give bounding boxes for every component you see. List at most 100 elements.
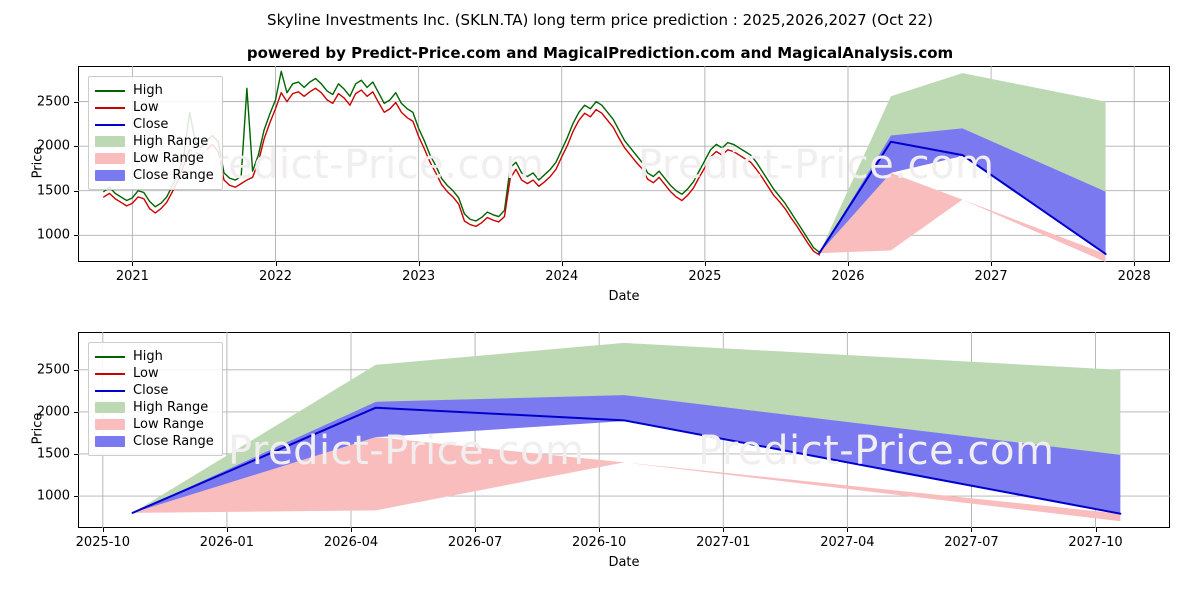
x-axis-tick-mark [704, 262, 706, 266]
y-axis-tick-mark [74, 235, 78, 237]
y-axis-title: Price [30, 412, 46, 445]
page-subtitle: powered by Predict-Price.com and Magical… [246, 44, 954, 62]
x-axis-tick-label: 2026-01 [199, 535, 255, 550]
legend-line-swatch [95, 355, 125, 358]
legend-line-swatch [95, 106, 125, 109]
y-axis-tick-label: 2000 [36, 138, 70, 154]
low-series-line [103, 87, 821, 256]
x-axis-tick-mark [1134, 262, 1136, 266]
x-axis-tick-mark [418, 262, 420, 266]
legend-patch-swatch [95, 419, 125, 430]
y-axis-tick-label: 2000 [36, 404, 70, 420]
y-axis-tick-mark [74, 411, 78, 413]
legend-patch-swatch [95, 136, 125, 147]
x-axis-tick-mark [132, 262, 134, 266]
y-axis-tick-label: 1000 [36, 488, 70, 504]
x-axis-tick-mark [971, 528, 973, 532]
x-axis-tick-mark [475, 528, 477, 532]
legend-line-swatch [95, 389, 125, 392]
x-axis-tick-mark [991, 262, 993, 266]
legend-item-low-range: Low Range [95, 150, 214, 167]
legend-item-label: Close Range [133, 168, 214, 183]
x-axis-tick-mark [723, 528, 725, 532]
legend-item-label: High Range [133, 134, 209, 149]
legend-item-close-range: Close Range [95, 167, 214, 184]
x-axis-tick-mark [275, 262, 277, 266]
x-axis-tick-mark [102, 528, 104, 532]
x-axis-tick-mark [847, 528, 849, 532]
close-range-band [819, 128, 1106, 255]
x-axis-tick-label: 2026-07 [447, 535, 503, 550]
legend-line-swatch [95, 123, 125, 126]
x-axis-tick-label: 2028 [1117, 269, 1151, 284]
x-axis-tick-label: 2027 [974, 269, 1008, 284]
bottom-chart-legend: High Low Close High Range Low Range Close Ran… [88, 342, 223, 456]
close-series-line [818, 140, 1107, 255]
top-chart-legend: High Low Close High Range Low Range Close Ran… [88, 76, 223, 190]
legend-patch-swatch [95, 436, 125, 447]
x-axis-tick-mark [1095, 528, 1097, 532]
legend-item-low-range: Low Range [95, 416, 214, 433]
legend-item-high-range: High Range [95, 399, 214, 416]
top-chart-panel: Predict-Price.com Predict-Price.com [78, 66, 1170, 262]
x-axis-tick-mark [847, 262, 849, 266]
y-axis-tick-mark [74, 453, 78, 455]
x-axis-tick-label: 2024 [545, 269, 579, 284]
close-range-band [132, 395, 1121, 515]
legend-item-close: Close [95, 116, 214, 133]
x-axis-tick-label: 2027-04 [820, 535, 875, 550]
legend-item-label: High [133, 83, 163, 98]
legend-item-high: High [95, 82, 214, 99]
legend-item-close: Close [95, 382, 214, 399]
legend-item-low: Low [95, 365, 214, 382]
x-axis-tick-label: 2026-04 [323, 535, 379, 550]
legend-item-label: Close [133, 117, 169, 132]
legend-patch-swatch [95, 402, 125, 413]
legend-item-low: Low [95, 99, 214, 116]
y-axis-tick-label: 2500 [36, 362, 70, 378]
legend-patch-swatch [95, 153, 125, 164]
x-axis-tick-label: 2026-10 [572, 535, 627, 550]
x-axis-tick-label: 2021 [115, 269, 149, 284]
low-range-band [819, 172, 1106, 262]
legend-item-label: High Range [133, 400, 209, 415]
legend-item-label: Low [133, 366, 159, 381]
bottom-chart-panel: Predict-Price.com Predict-Price.com [78, 332, 1170, 528]
y-axis-tick-label: 2500 [36, 94, 70, 110]
page-title: Skyline Investments Inc. (SKLN.TA) long … [267, 11, 933, 29]
y-axis-tick-label: 1000 [36, 227, 70, 243]
legend-item-close-range: Close Range [95, 433, 214, 450]
y-axis-tick-mark [74, 190, 78, 192]
legend-item-high: High [95, 348, 214, 365]
y-axis-tick-label: 1500 [36, 183, 70, 199]
legend-line-swatch [95, 372, 125, 375]
y-axis-tick-mark [74, 101, 78, 103]
x-axis-tick-label: 2022 [258, 269, 293, 284]
x-axis-tick-label: 2027-10 [1068, 535, 1123, 550]
top-chart-plot-area: Predict-Price.com Predict-Price.com [78, 66, 1170, 262]
low-range-band [132, 437, 1121, 522]
high-series-line [103, 70, 821, 253]
high-range-band [819, 73, 1106, 254]
legend-item-label: Low [133, 100, 159, 115]
close-series-line [131, 406, 1122, 515]
y-axis-title: Price [30, 146, 46, 179]
legend-line-swatch [95, 89, 125, 92]
legend-patch-swatch [95, 170, 125, 181]
legend-item-high-range: High Range [95, 133, 214, 150]
x-axis-tick-label: 2025 [688, 269, 722, 284]
legend-item-label: Close [133, 383, 169, 398]
y-axis-tick-mark [74, 146, 78, 148]
x-axis-tick-label: 2025-10 [75, 535, 130, 550]
y-axis-tick-mark [74, 369, 78, 371]
legend-item-label: Low Range [133, 151, 204, 166]
legend-item-label: High [133, 349, 163, 364]
x-axis-tick-label: 2023 [402, 269, 436, 284]
y-axis-tick-mark [74, 496, 78, 498]
bottom-chart-plot-area: Predict-Price.com Predict-Price.com [78, 332, 1170, 528]
x-axis-tick-mark [599, 528, 601, 532]
x-axis-title: Date [608, 555, 640, 570]
legend-item-label: Low Range [133, 417, 204, 432]
x-axis-tick-label: 2027-07 [944, 535, 999, 550]
